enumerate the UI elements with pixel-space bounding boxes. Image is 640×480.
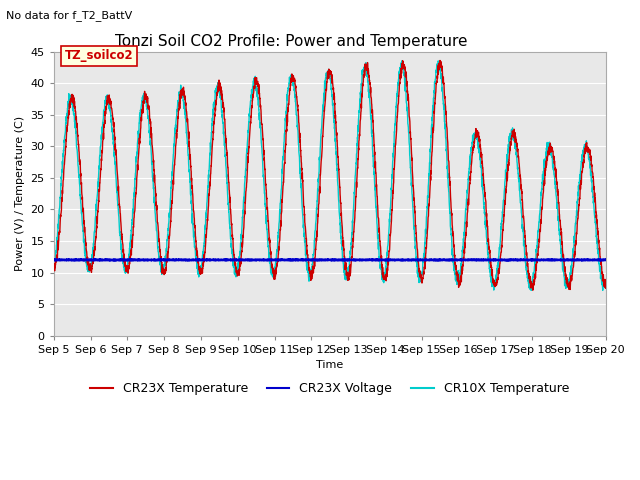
- X-axis label: Time: Time: [316, 360, 343, 370]
- Text: TZ_soilco2: TZ_soilco2: [65, 49, 133, 62]
- Text: No data for f_T2_BattV: No data for f_T2_BattV: [6, 10, 132, 21]
- Text: Tonzi Soil CO2 Profile: Power and Temperature: Tonzi Soil CO2 Profile: Power and Temper…: [115, 34, 468, 49]
- Legend: CR23X Temperature, CR23X Voltage, CR10X Temperature: CR23X Temperature, CR23X Voltage, CR10X …: [86, 377, 574, 400]
- Y-axis label: Power (V) / Temperature (C): Power (V) / Temperature (C): [15, 116, 25, 271]
